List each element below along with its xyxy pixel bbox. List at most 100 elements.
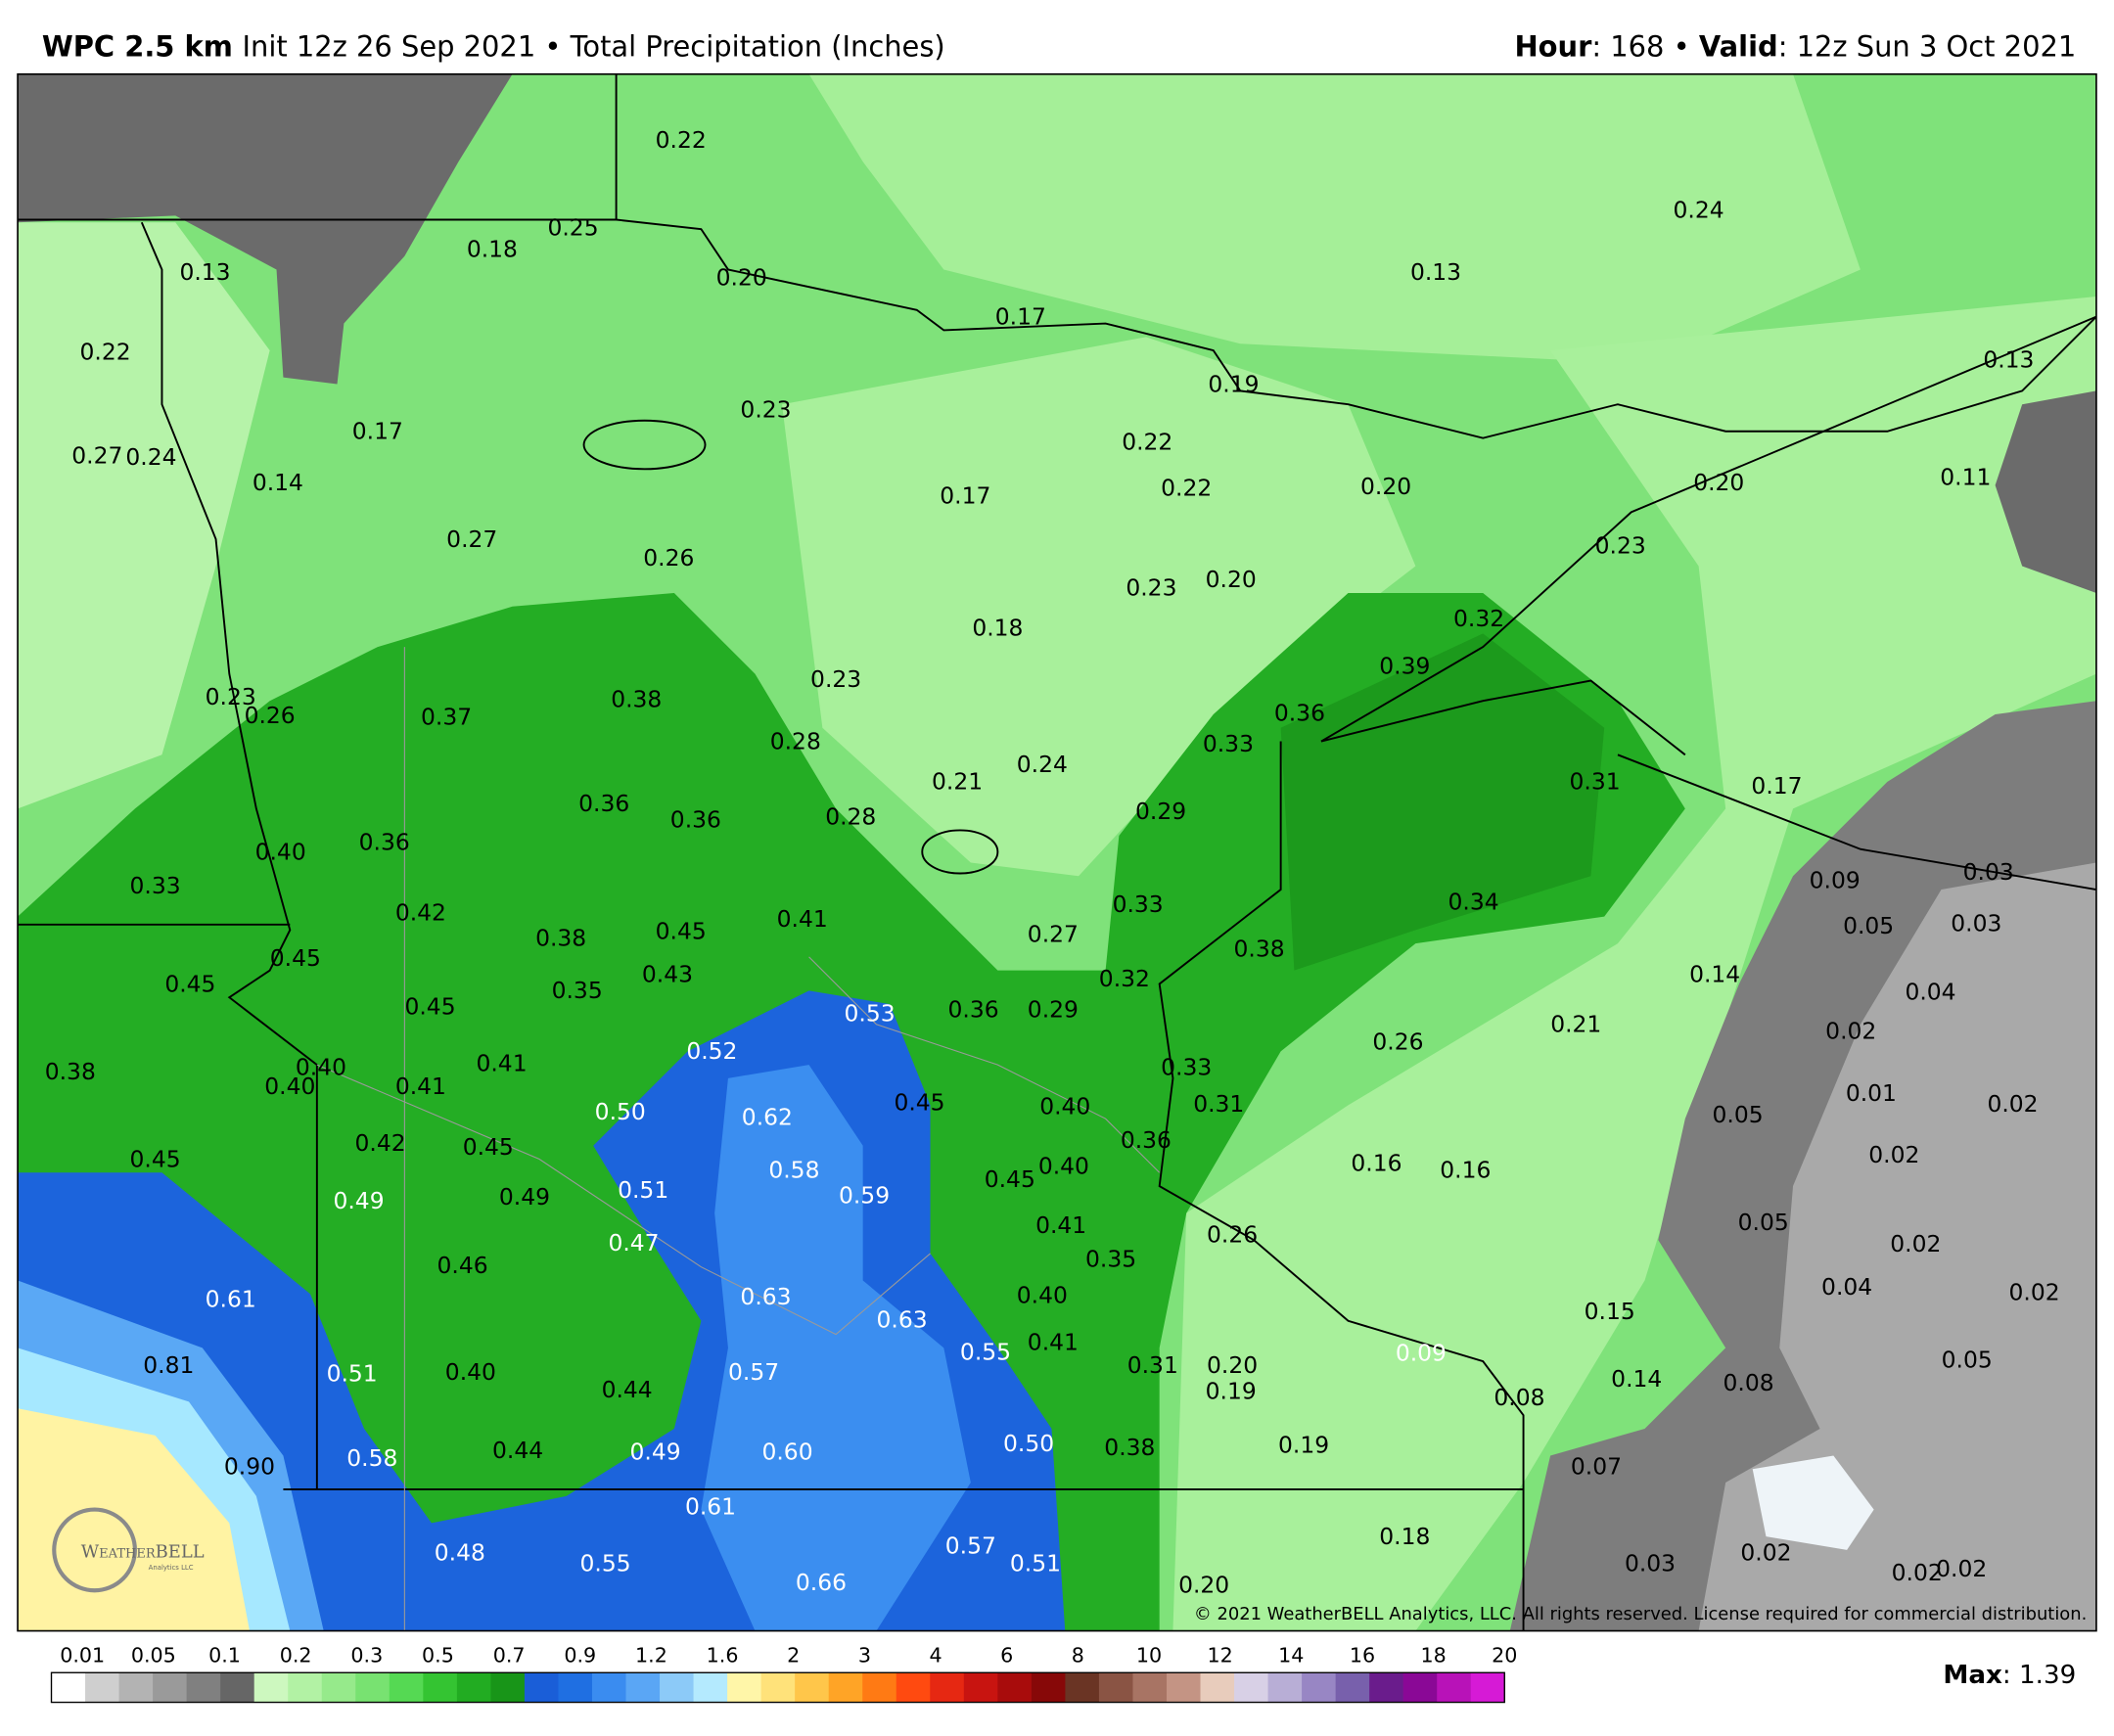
legend-swatch bbox=[930, 1672, 965, 1703]
value-label: 0.42 bbox=[355, 1129, 406, 1157]
value-label: 0.18 bbox=[1379, 1523, 1430, 1550]
value-label: 0.14 bbox=[1689, 961, 1740, 988]
value-label: 0.31 bbox=[1193, 1090, 1244, 1118]
value-label: 0.04 bbox=[1905, 979, 1955, 1006]
legend-tick-label: 20 bbox=[1492, 1644, 1517, 1667]
value-label: 0.19 bbox=[1208, 370, 1259, 397]
legend-swatch bbox=[896, 1672, 931, 1703]
gray-field bbox=[18, 73, 513, 385]
value-label: 0.23 bbox=[1595, 532, 1646, 560]
value-label: 0.29 bbox=[1028, 995, 1079, 1023]
value-label: 0.41 bbox=[777, 905, 828, 933]
value-label: 0.24 bbox=[1674, 197, 1724, 224]
value-label: 0.04 bbox=[1821, 1273, 1872, 1301]
value-label: 0.05 bbox=[1712, 1101, 1763, 1128]
map-frame bbox=[17, 72, 2097, 1632]
value-label: 0.62 bbox=[742, 1104, 793, 1131]
value-label: 0.23 bbox=[810, 665, 861, 693]
value-label: 0.41 bbox=[476, 1050, 527, 1077]
valid-text: : 12z Sun 3 Oct 2021 bbox=[1778, 30, 2077, 64]
value-label: 0.01 bbox=[1846, 1079, 1897, 1107]
legend-swatch bbox=[490, 1672, 526, 1703]
light-field bbox=[18, 222, 270, 809]
value-label: 0.21 bbox=[932, 768, 983, 796]
value-label: 0.20 bbox=[1206, 566, 1257, 593]
legend-tick-label: 6 bbox=[1000, 1644, 1013, 1667]
value-label: 0.17 bbox=[1751, 772, 1802, 799]
border bbox=[140, 221, 318, 1489]
legend-swatch bbox=[51, 1672, 86, 1703]
value-label: 0.05 bbox=[1843, 912, 1894, 939]
value-label: 0.29 bbox=[1135, 798, 1186, 825]
value-label: 0.44 bbox=[492, 1437, 543, 1464]
value-label: 0.63 bbox=[740, 1283, 791, 1310]
value-label: 0.60 bbox=[761, 1438, 812, 1465]
value-label: 0.03 bbox=[1951, 909, 2001, 937]
legend-swatch bbox=[1437, 1672, 1472, 1703]
value-label: 0.26 bbox=[1207, 1221, 1258, 1249]
value-label: 0.41 bbox=[395, 1073, 446, 1100]
value-label: 0.03 bbox=[1625, 1550, 1676, 1577]
value-labels: 0.22 0.25 0.18 0.13 0.20 0.17 0.24 0.13 0.13 0.22… bbox=[45, 126, 2060, 1598]
value-label: 0.02 bbox=[2009, 1279, 2060, 1306]
value-label: 0.37 bbox=[421, 704, 472, 731]
legend-tick-label: 0.05 bbox=[131, 1644, 176, 1667]
value-label: 0.20 bbox=[1207, 1351, 1258, 1379]
value-label: 0.28 bbox=[770, 727, 821, 754]
subtitle: Init 12z 26 Sep 2021 • Total Precipitati… bbox=[242, 30, 944, 64]
legend-tick-label: 14 bbox=[1278, 1644, 1304, 1667]
value-label: 0.36 bbox=[670, 805, 721, 833]
value-label: 0.36 bbox=[1274, 699, 1325, 726]
legend-swatch bbox=[355, 1672, 391, 1703]
river bbox=[316, 1064, 931, 1336]
value-label: 0.41 bbox=[1035, 1211, 1086, 1239]
legend-swatch bbox=[862, 1672, 897, 1703]
value-label: 0.05 bbox=[1738, 1209, 1789, 1236]
border bbox=[1158, 741, 1525, 1631]
legend-swatch bbox=[1267, 1672, 1303, 1703]
legend-swatch bbox=[1369, 1672, 1404, 1703]
value-label: 0.33 bbox=[1113, 891, 1164, 918]
value-label: 0.40 bbox=[255, 838, 306, 865]
max-label: Max bbox=[1943, 1661, 2002, 1690]
value-label: 0.47 bbox=[608, 1229, 659, 1256]
value-label: 0.46 bbox=[437, 1252, 488, 1279]
value-label: 0.40 bbox=[1017, 1281, 1068, 1308]
hour-label: Hour bbox=[1514, 30, 1592, 64]
value-label: 0.17 bbox=[940, 482, 990, 510]
value-label: 0.18 bbox=[972, 615, 1023, 642]
value-label: 0.08 bbox=[1494, 1384, 1544, 1411]
max-text: : 1.39 bbox=[2002, 1661, 2076, 1690]
value-label: 0.36 bbox=[1121, 1126, 1172, 1154]
value-label: 0.25 bbox=[547, 214, 598, 242]
legend-swatch bbox=[1098, 1672, 1133, 1703]
value-label: 0.22 bbox=[656, 126, 707, 154]
legend-swatch bbox=[1132, 1672, 1168, 1703]
logo-swirl bbox=[52, 1507, 137, 1593]
value-label: 0.40 bbox=[264, 1073, 315, 1100]
shoreline bbox=[1320, 315, 2096, 743]
value-label: 0.61 bbox=[685, 1493, 736, 1521]
value-label: 0.49 bbox=[499, 1183, 550, 1211]
value-label: 0.45 bbox=[985, 1165, 1035, 1193]
white-field bbox=[1752, 1455, 1874, 1550]
value-label: 0.45 bbox=[270, 944, 321, 972]
value-label: 0.90 bbox=[224, 1452, 275, 1480]
value-label: 0.03 bbox=[1963, 858, 2014, 886]
valid-label: Valid bbox=[1699, 30, 1778, 64]
legend-tick-label: 8 bbox=[1072, 1644, 1084, 1667]
value-label: 0.48 bbox=[435, 1539, 485, 1567]
value-label: 0.14 bbox=[253, 469, 303, 496]
legend-tick-label: 2 bbox=[787, 1644, 800, 1667]
value-label: 0.53 bbox=[844, 1000, 895, 1028]
value-label: 0.33 bbox=[1203, 730, 1254, 757]
legend-swatch bbox=[660, 1672, 694, 1703]
value-label: 0.19 bbox=[1278, 1431, 1329, 1458]
value-label: 0.43 bbox=[642, 961, 693, 988]
hour-text: : 168 • bbox=[1591, 30, 1699, 64]
lake bbox=[921, 829, 999, 875]
value-label: 0.33 bbox=[130, 872, 181, 899]
value-label: 0.38 bbox=[611, 686, 662, 713]
value-label: 0.39 bbox=[1379, 652, 1430, 679]
